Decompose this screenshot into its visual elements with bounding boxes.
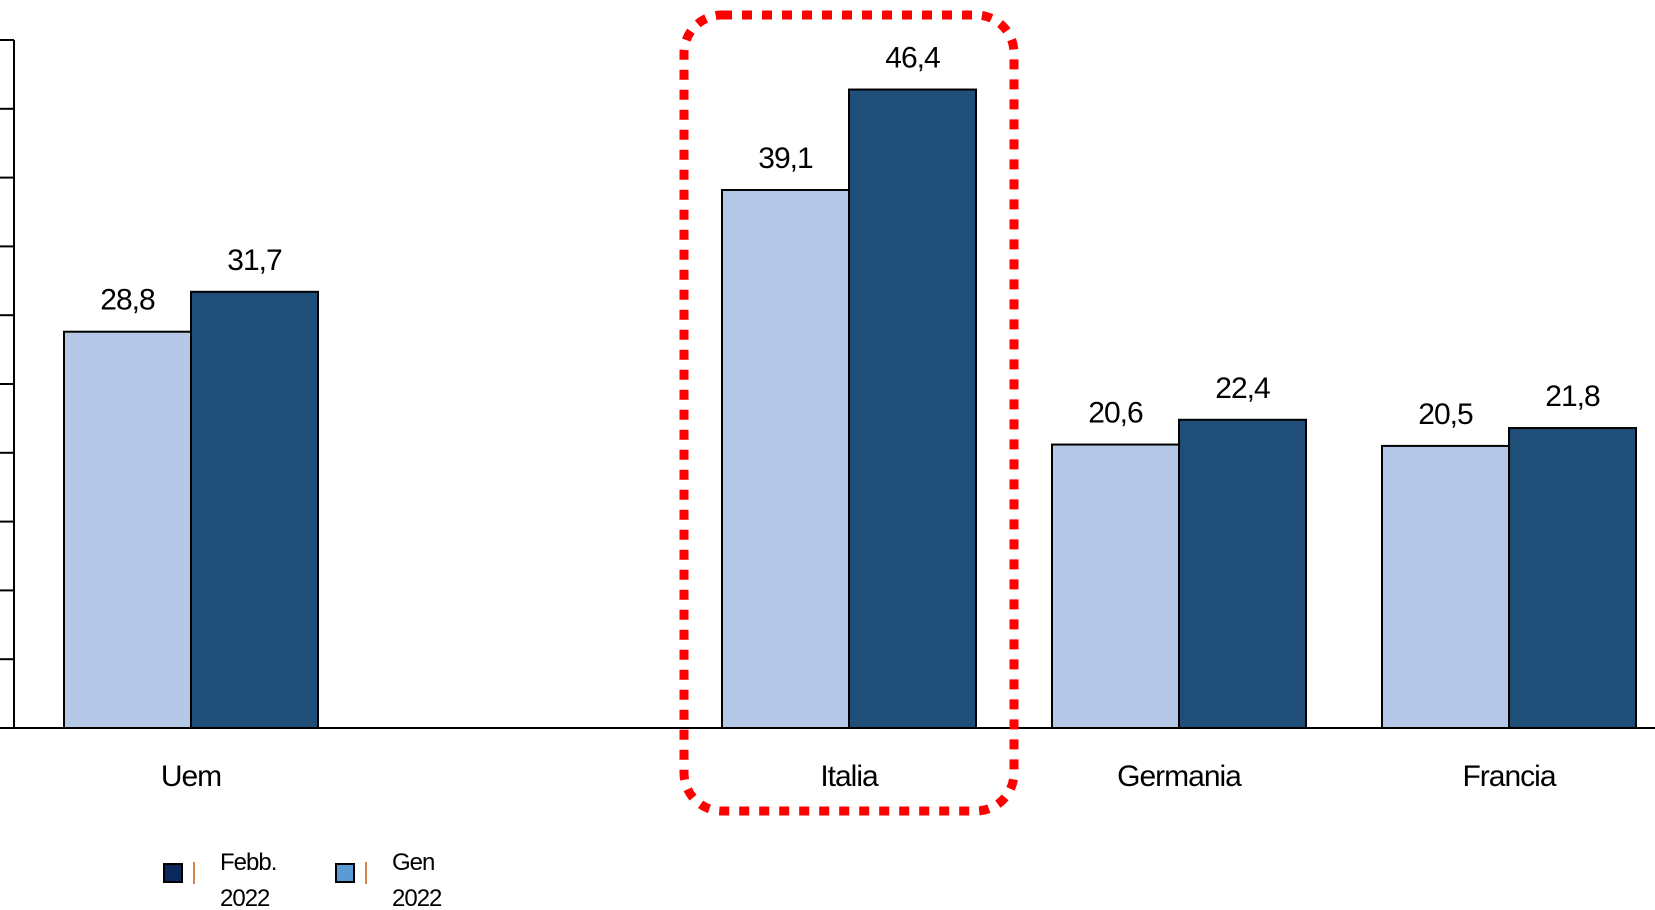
- category-label-germania: Germania: [1117, 760, 1242, 793]
- legend-swatch-series-1: [163, 863, 183, 883]
- data-label-italia-series-0: 39,1: [758, 142, 813, 175]
- data-label-germania-series-0: 20,6: [1088, 397, 1143, 430]
- data-label-francia-series-1: 21,8: [1545, 380, 1600, 413]
- bar-francia-series-0: [1381, 444, 1510, 729]
- category-label-uem: Uem: [161, 760, 221, 793]
- chart-bars: [63, 88, 1637, 729]
- category-label-italia: Italia: [820, 760, 879, 793]
- bar-italia-series-1: [848, 88, 977, 729]
- chart-category-labels: Uem Italia Germania Francia: [161, 760, 1558, 793]
- legend-swatch-series-0: [335, 863, 355, 883]
- bar-uem-series-0: [63, 330, 192, 729]
- data-label-francia-series-0: 20,5: [1418, 398, 1473, 431]
- legend-label-series-0: Gen: [392, 849, 434, 876]
- legend-label-series-0: 2022: [392, 885, 442, 910]
- bar-germania-series-0: [1051, 443, 1180, 729]
- bar-uem-series-1: [190, 290, 319, 729]
- legend-label-series-1: 2022: [220, 885, 270, 910]
- chart-legend: Febb. 2022 Gen 2022: [163, 849, 443, 910]
- bar-italia-series-0: [721, 188, 850, 729]
- data-label-uem-series-1: 31,7: [227, 244, 282, 277]
- italia-highlight-box: [679, 10, 1019, 816]
- data-label-italia-series-1: 46,4: [885, 42, 940, 75]
- data-label-uem-series-0: 28,8: [100, 284, 155, 317]
- bar-francia-series-1: [1508, 427, 1637, 729]
- bar-germania-series-1: [1178, 418, 1307, 729]
- legend-label-series-1: Febb.: [220, 849, 276, 876]
- data-label-germania-series-1: 22,4: [1215, 372, 1270, 405]
- chart-data-labels: 28,8 31,7 39,1 46,4 20,6 22,4 20,5 21,8: [100, 42, 1601, 431]
- highlight-box: [679, 10, 1019, 816]
- category-label-francia: Francia: [1462, 760, 1556, 793]
